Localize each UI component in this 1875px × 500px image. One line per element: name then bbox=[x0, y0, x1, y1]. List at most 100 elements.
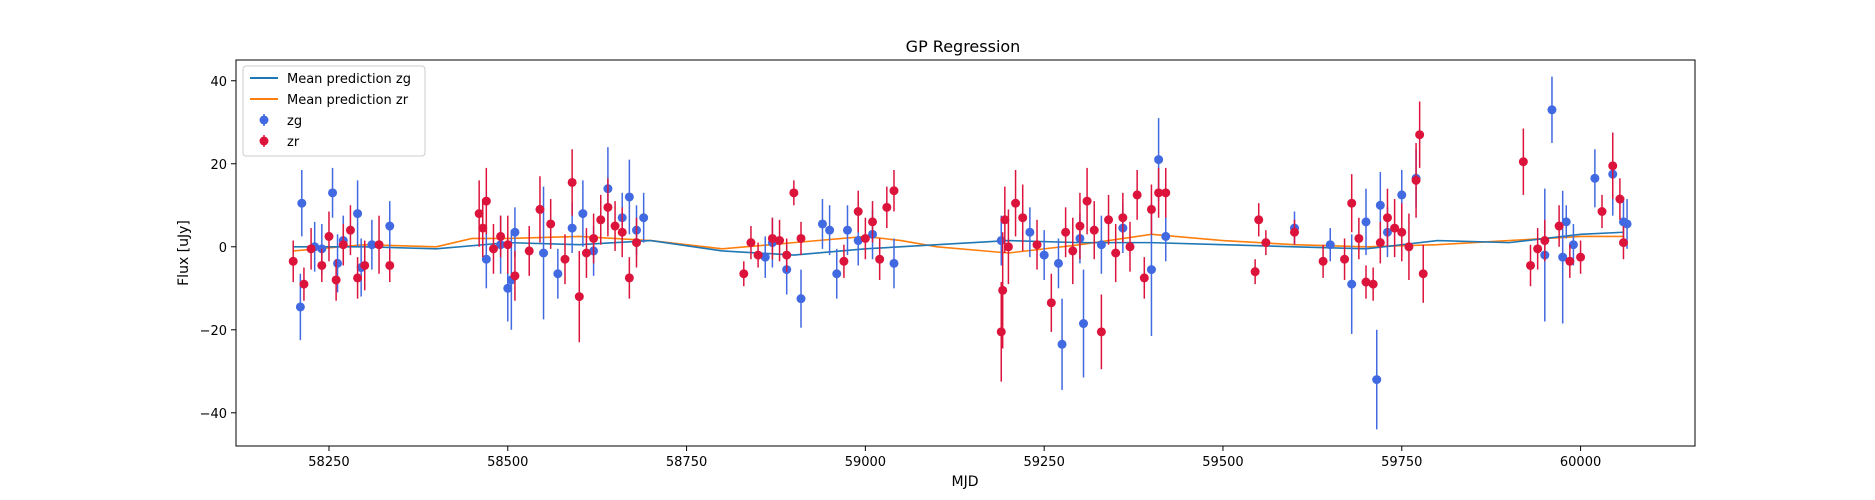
zg-marker bbox=[1372, 375, 1382, 385]
zr-marker bbox=[1154, 188, 1164, 198]
y-tick-label: −20 bbox=[200, 324, 227, 339]
zr-marker bbox=[1125, 242, 1135, 252]
x-axis-ticks: 58250 58500 58750 59000 59250 59500 59750 60000 bbox=[308, 446, 1601, 470]
zg-point bbox=[817, 199, 827, 249]
zg-marker bbox=[578, 209, 588, 219]
zr-marker bbox=[1003, 242, 1013, 252]
zr-marker bbox=[839, 256, 849, 266]
legend-zr-marker bbox=[259, 135, 269, 147]
legend-mean-zg-label: Mean prediction zg bbox=[287, 72, 411, 87]
zr-marker bbox=[875, 254, 885, 264]
zr-marker bbox=[1000, 215, 1010, 225]
zr-point bbox=[596, 194, 606, 245]
zr-point bbox=[889, 169, 899, 212]
zg-point bbox=[1590, 149, 1600, 208]
zr-marker bbox=[596, 215, 606, 225]
zr-marker bbox=[1340, 254, 1350, 264]
zr-point bbox=[1615, 178, 1625, 220]
zg-marker bbox=[1053, 258, 1063, 268]
zg-marker bbox=[1375, 200, 1385, 210]
zg-marker bbox=[353, 209, 363, 219]
zr-point bbox=[1082, 167, 1092, 235]
zr-point bbox=[567, 149, 577, 216]
plot-frame bbox=[235, 59, 1696, 447]
legend-box bbox=[242, 65, 426, 157]
zr-marker bbox=[353, 273, 363, 283]
zr-point bbox=[782, 238, 792, 272]
zg-marker bbox=[1397, 190, 1407, 200]
zr-point bbox=[510, 250, 520, 301]
zg-point bbox=[1561, 205, 1571, 239]
zr-marker bbox=[624, 273, 634, 283]
zr-point bbox=[1554, 205, 1564, 247]
zr-point bbox=[338, 223, 348, 266]
zr-point bbox=[1011, 169, 1021, 237]
x-tick-label: 59250 bbox=[1023, 455, 1064, 470]
zr-point bbox=[385, 248, 395, 283]
zr-point bbox=[560, 234, 570, 285]
zr-point bbox=[1565, 244, 1575, 278]
zr-marker bbox=[535, 204, 545, 214]
zg-marker bbox=[1590, 173, 1600, 183]
zg-marker bbox=[825, 225, 835, 235]
zr-marker bbox=[1082, 196, 1092, 206]
mean-prediction-zg-layer bbox=[293, 231, 1624, 256]
zr-marker bbox=[1554, 221, 1564, 231]
x-tick-label: 59000 bbox=[845, 455, 886, 470]
zr-point bbox=[789, 180, 799, 206]
zr-marker bbox=[1032, 240, 1042, 250]
zr-marker bbox=[1618, 238, 1628, 248]
zr-marker bbox=[775, 236, 785, 246]
zr-point bbox=[1397, 203, 1407, 262]
mean-prediction-zg-line bbox=[293, 231, 1624, 256]
zg-point bbox=[1079, 269, 1089, 378]
zr-point bbox=[1404, 213, 1414, 280]
zr-point bbox=[1000, 186, 1010, 253]
zr-point bbox=[496, 215, 506, 258]
zr-marker bbox=[998, 285, 1008, 295]
zr-point bbox=[796, 221, 806, 256]
zr-marker bbox=[767, 233, 777, 243]
zr-point bbox=[1018, 184, 1028, 251]
zr-point bbox=[1540, 219, 1550, 262]
zr-marker bbox=[1146, 204, 1156, 214]
zr-point bbox=[1608, 132, 1618, 200]
zr-marker bbox=[385, 260, 395, 270]
zr-point bbox=[324, 211, 334, 262]
zr-marker bbox=[1046, 298, 1056, 308]
zg-marker bbox=[481, 254, 491, 264]
zg-point bbox=[353, 180, 363, 247]
zr-point bbox=[488, 223, 498, 274]
zg-marker bbox=[510, 227, 520, 237]
zg-marker bbox=[1561, 217, 1571, 227]
zg-marker bbox=[1161, 231, 1171, 241]
zg-marker bbox=[853, 236, 863, 246]
zg-marker bbox=[553, 269, 563, 279]
zg-marker bbox=[385, 221, 395, 231]
zr-point bbox=[481, 167, 491, 235]
zr-marker bbox=[1011, 198, 1021, 208]
zr-point bbox=[1418, 244, 1428, 303]
zr-point bbox=[581, 228, 591, 278]
zr-point bbox=[767, 217, 777, 260]
zr-point bbox=[1032, 219, 1042, 270]
zr-marker bbox=[1089, 225, 1099, 235]
y-tick-label: 0 bbox=[219, 241, 227, 256]
zr-point bbox=[998, 232, 1008, 349]
x-tick-label: 58250 bbox=[308, 455, 349, 470]
zr-point bbox=[1250, 259, 1260, 285]
zr-marker bbox=[474, 209, 484, 219]
zr-point bbox=[374, 215, 384, 274]
y-tick-label: 20 bbox=[210, 158, 227, 173]
zg-point bbox=[578, 180, 588, 247]
zr-point bbox=[1597, 194, 1607, 229]
zg-point bbox=[1025, 207, 1035, 258]
zg-points-layer bbox=[295, 76, 1632, 430]
zr-marker bbox=[739, 269, 749, 279]
legend-zg-marker bbox=[259, 114, 269, 126]
zr-point bbox=[1061, 207, 1071, 258]
zr-marker bbox=[882, 202, 892, 212]
zr-marker bbox=[488, 244, 498, 254]
zg-point bbox=[996, 215, 1006, 266]
zg-point bbox=[510, 207, 520, 258]
